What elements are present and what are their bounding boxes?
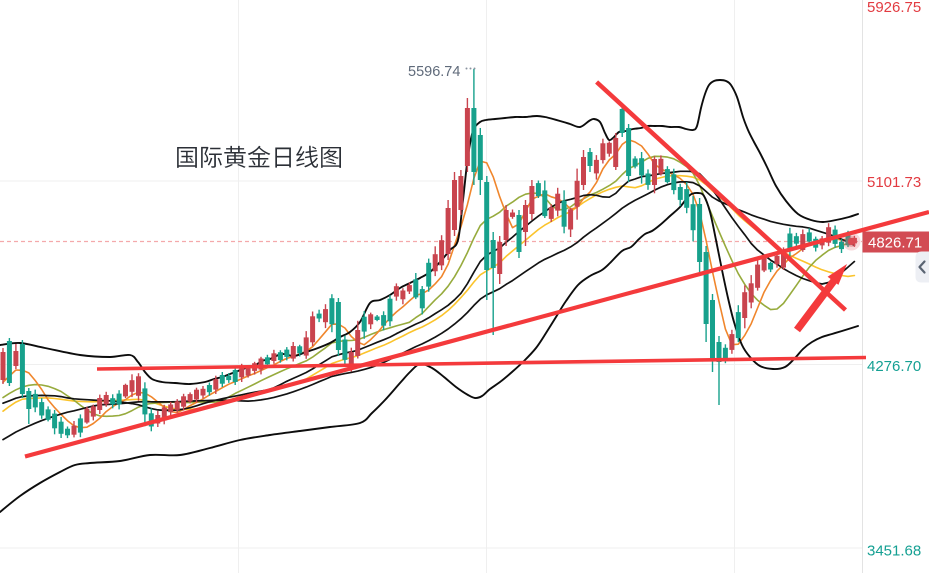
svg-text:4826.71: 4826.71 <box>868 235 922 252</box>
svg-text:5101.73: 5101.73 <box>867 174 921 191</box>
svg-text:5596.74: 5596.74 <box>408 64 460 80</box>
svg-text:5926.75: 5926.75 <box>867 0 921 16</box>
svg-text:4276.70: 4276.70 <box>867 358 921 375</box>
svg-text:3451.68: 3451.68 <box>867 543 921 560</box>
